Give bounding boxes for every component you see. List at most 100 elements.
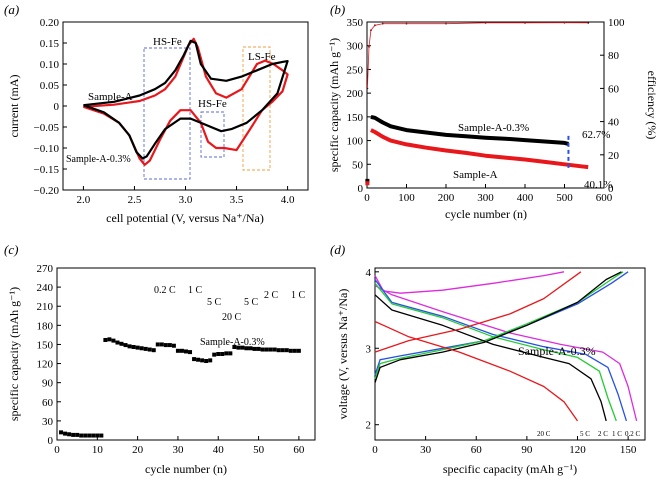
efficiency-line [367, 22, 589, 89]
panel-a-ytick-label: 0 [54, 101, 60, 113]
annot-b-sample-a03: Sample-A-0.3% [458, 122, 529, 134]
discharge-curve-red [374, 320, 579, 422]
annot-c-1c-a: 1 C [188, 285, 203, 296]
rate-point [232, 344, 237, 349]
rate-point [87, 433, 92, 438]
annot-d-2c: 2 C [598, 430, 608, 438]
capacity-first-point [365, 178, 370, 183]
panel-b-y2label: efficiency (%) [645, 71, 658, 140]
rate-point [228, 351, 233, 356]
annot-c-sample: Sample-A-0.3% [200, 337, 265, 348]
panel-b-ytick-label: 300 [347, 41, 364, 53]
panel-b-ylabel: specific capacity (mAh g⁻¹) [327, 38, 341, 172]
rate-point [260, 347, 265, 352]
panel-a-xlabel: cell potential (V, versus Na⁺/Na) [106, 211, 264, 225]
panel-c-ytick-label: 270 [37, 263, 54, 275]
panel-c-xlabel: cycle number (n) [145, 462, 227, 476]
capacity-first-point [365, 181, 370, 186]
panel-d-xtick-label: 30 [420, 444, 432, 456]
discharge-curve-black [374, 294, 607, 422]
panel-c-ytick-label: 0 [48, 435, 54, 447]
panel-c-ytick-label: 30 [42, 416, 54, 428]
panel-b-right-ytick-label: 100 [608, 17, 625, 29]
rate-point [248, 346, 253, 351]
rate-point [208, 358, 213, 363]
panel-a-ytick-label: 0.20 [40, 17, 60, 29]
rate-point [99, 433, 104, 438]
panel-a-ytick-label: 0.05 [40, 80, 60, 92]
charge-curve-blue_curve [374, 271, 629, 376]
panel-b-xtick-label: 100 [398, 192, 415, 204]
panel-b-ytick-label: 150 [347, 112, 364, 124]
charge-curve-red [374, 271, 582, 353]
rate-point [111, 338, 116, 343]
panel-b-right-ytick-label: 80 [608, 50, 620, 62]
rate-point [95, 433, 100, 438]
panel-b-xtick-label: 600 [596, 192, 613, 204]
rate-point [200, 358, 205, 363]
rate-point [167, 343, 172, 348]
rate-point [123, 343, 128, 348]
panel-b-ytick-label: 50 [352, 159, 364, 171]
panel-a-ytick-label: 0.15 [40, 38, 60, 50]
discharge-curve-magenta [374, 285, 638, 422]
annot-d-sample: Sample-A-0.3% [518, 344, 596, 358]
panel-b-ytick-label: 0 [358, 183, 364, 195]
rate-point [196, 357, 201, 362]
rate-point [288, 348, 293, 353]
annot-sample-a-03: Sample-A-0.3% [66, 154, 131, 165]
rate-point [292, 348, 297, 353]
capacity-curve-red [370, 128, 589, 170]
panel-c-xtick-label: 0 [54, 444, 60, 456]
panel-c-xtick-label: 60 [293, 444, 305, 456]
rate-point [256, 346, 261, 351]
panel-c-ylabel: specific capacity (mAh g⁻¹) [7, 287, 21, 421]
panel-d-xlabel: specific capacity (mAh g⁻¹) [443, 462, 577, 476]
rate-point [244, 346, 249, 351]
panel-b-right-ytick-label: 20 [608, 150, 620, 162]
panel-b-xtick-label: 300 [477, 192, 494, 204]
rate-point [131, 344, 136, 349]
rate-point [59, 430, 64, 435]
panel-d-ytick-label: 2 [366, 420, 372, 432]
rate-point [276, 348, 281, 353]
rate-point [139, 346, 144, 351]
panel-a-ytick-label: −0.05 [34, 122, 60, 134]
rate-point [75, 432, 80, 437]
annot-hs-fe-mid: HS-Fe [198, 98, 227, 110]
rate-point [188, 350, 193, 355]
rate-point [143, 346, 148, 351]
hs-fe-box-2 [200, 111, 225, 158]
rate-point [268, 347, 273, 352]
panel-c-ytick-label: 60 [42, 397, 54, 409]
annot-sample-a: Sample-A [88, 91, 133, 103]
rate-point [252, 346, 257, 351]
rate-point [79, 433, 84, 438]
panel-b-ytick-label: 350 [347, 17, 364, 29]
panel-a-ytick-label: −0.15 [34, 164, 60, 176]
annot-b-retention-a03: 62.7% [582, 129, 610, 141]
charge-curve-magenta [374, 271, 565, 294]
panel-letter-d: (d) [330, 242, 345, 257]
panel-d-xtick-label: 0 [372, 444, 378, 456]
annot-c-5c-b: 5 C [244, 297, 259, 308]
rate-point [155, 342, 160, 347]
rate-point [71, 432, 76, 437]
panel-d-xtick-label: 120 [569, 444, 586, 456]
panel-c-xtick-label: 30 [172, 444, 184, 456]
rate-point [63, 431, 68, 436]
rate-point [192, 357, 197, 362]
panel-a-xtick-label: 4.0 [281, 194, 295, 206]
panel-c-xtick-label: 10 [92, 444, 104, 456]
panel-c-xtick-label: 40 [213, 444, 225, 456]
rate-point [115, 340, 120, 345]
annot-ls-fe: LS-Fe [248, 51, 276, 63]
rate-point [236, 345, 241, 350]
annot-c-02c: 0.2 C [154, 285, 176, 296]
hs-fe-box-1 [143, 47, 191, 180]
panel-d-ylabel: voltage (V, versus Na⁺/Na) [336, 289, 350, 420]
panel-a-cv-chart: 2.0 2.5 3.0 3.5 4.0 0.20 0.15 0.10 0.05 0 −0.05 −0… [7, 17, 309, 225]
rate-point [135, 345, 140, 350]
annot-d-20c: 20 C [537, 430, 551, 438]
panel-b-right-ytick-label: 60 [608, 83, 620, 95]
